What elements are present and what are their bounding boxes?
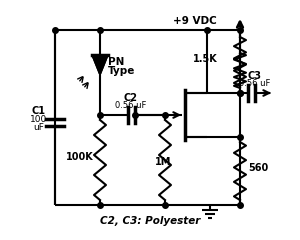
Text: C2, C3: Polyester: C2, C3: Polyester	[100, 216, 200, 226]
Text: C2: C2	[124, 93, 138, 103]
Text: C1: C1	[32, 106, 46, 116]
Text: 560: 560	[248, 163, 268, 173]
Text: uF: uF	[34, 123, 44, 132]
Text: 0.56 uF: 0.56 uF	[239, 79, 271, 88]
Text: Type: Type	[108, 66, 135, 76]
Text: +9 VDC: +9 VDC	[173, 16, 217, 26]
Text: PN: PN	[108, 57, 124, 67]
Text: 1.5K: 1.5K	[193, 54, 218, 64]
Text: 100: 100	[30, 115, 48, 124]
Text: 1M: 1M	[155, 157, 171, 167]
Text: C3: C3	[248, 71, 262, 81]
Text: 0.56 uF: 0.56 uF	[115, 101, 147, 110]
Text: 100K: 100K	[66, 152, 94, 162]
Polygon shape	[92, 55, 108, 75]
